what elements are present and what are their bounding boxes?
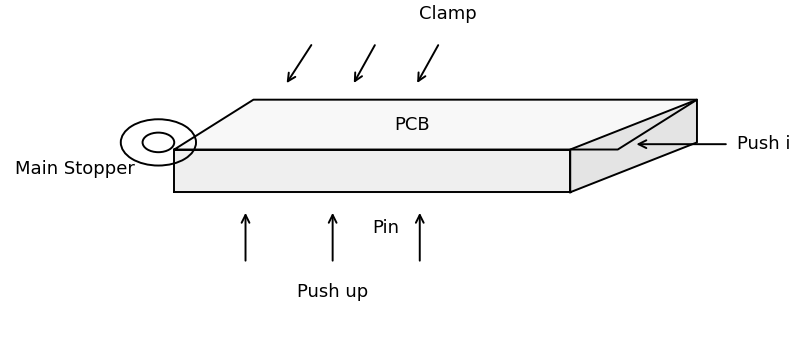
Text: Clamp: Clamp <box>419 5 476 23</box>
Text: Push in: Push in <box>737 135 792 153</box>
Polygon shape <box>570 100 697 192</box>
Text: Main Stopper: Main Stopper <box>15 160 135 178</box>
Text: Push up: Push up <box>297 283 368 301</box>
Polygon shape <box>174 100 697 150</box>
Text: Pin: Pin <box>372 219 399 237</box>
Text: PCB: PCB <box>394 116 429 134</box>
Polygon shape <box>174 150 570 192</box>
